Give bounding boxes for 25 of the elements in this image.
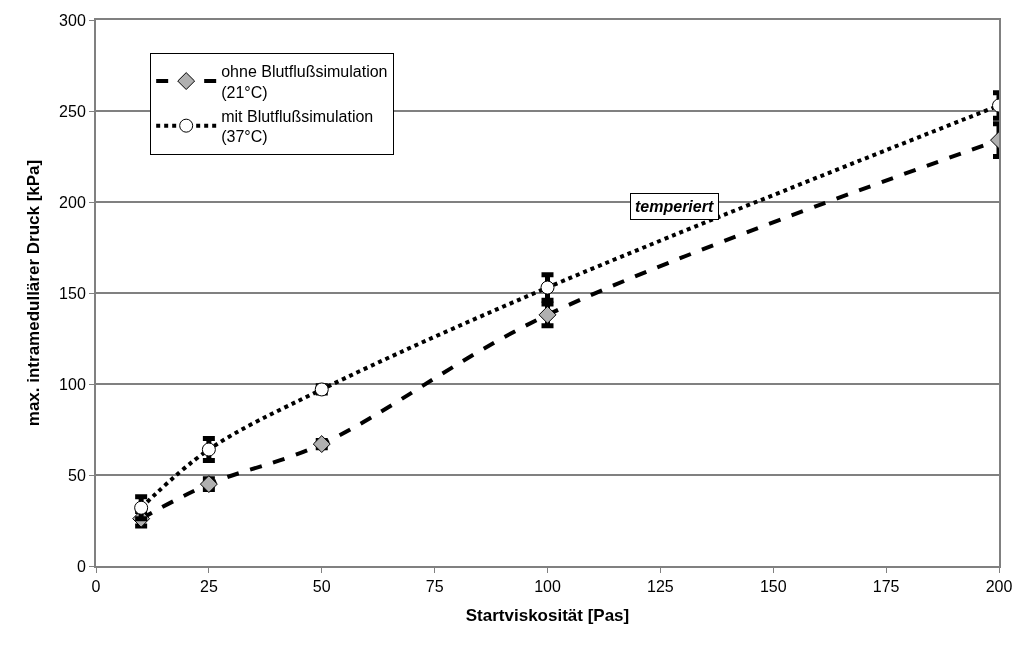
point <box>134 500 149 515</box>
y-tick-label: 300 <box>59 11 86 29</box>
x-tick-label: 125 <box>647 578 674 596</box>
x-tick-label: 175 <box>872 578 900 596</box>
y-axis-title: max. intramedullärer Druck [kPa] <box>24 159 44 427</box>
legend-label: mit Blutflußsimulation (37°C) <box>221 107 374 146</box>
point <box>201 442 216 457</box>
x-tick-label: 50 <box>312 578 331 596</box>
legend-label: ohne Blutflußsimulation (21°C) <box>221 62 388 101</box>
y-tick-label: 50 <box>68 466 86 484</box>
point <box>540 280 555 295</box>
point <box>538 305 557 324</box>
x-tick-label: 0 <box>91 578 101 596</box>
x-tick-label: 25 <box>199 578 218 596</box>
y-tick-label: 150 <box>59 284 86 302</box>
y-tick-label: 250 <box>59 102 86 120</box>
x-tick-label: 150 <box>759 578 787 596</box>
y-tick-label: 0 <box>76 557 86 575</box>
y-tick-label: 200 <box>59 193 86 211</box>
y-tick-label: 100 <box>59 375 86 393</box>
x-axis-title: Startviskosität [Pas] <box>465 606 630 626</box>
x-tick-label: 100 <box>534 578 561 596</box>
x-tick-label: 75 <box>425 578 444 596</box>
x-tick-label: 200 <box>985 578 1013 596</box>
annotation: temperiert <box>635 198 714 215</box>
